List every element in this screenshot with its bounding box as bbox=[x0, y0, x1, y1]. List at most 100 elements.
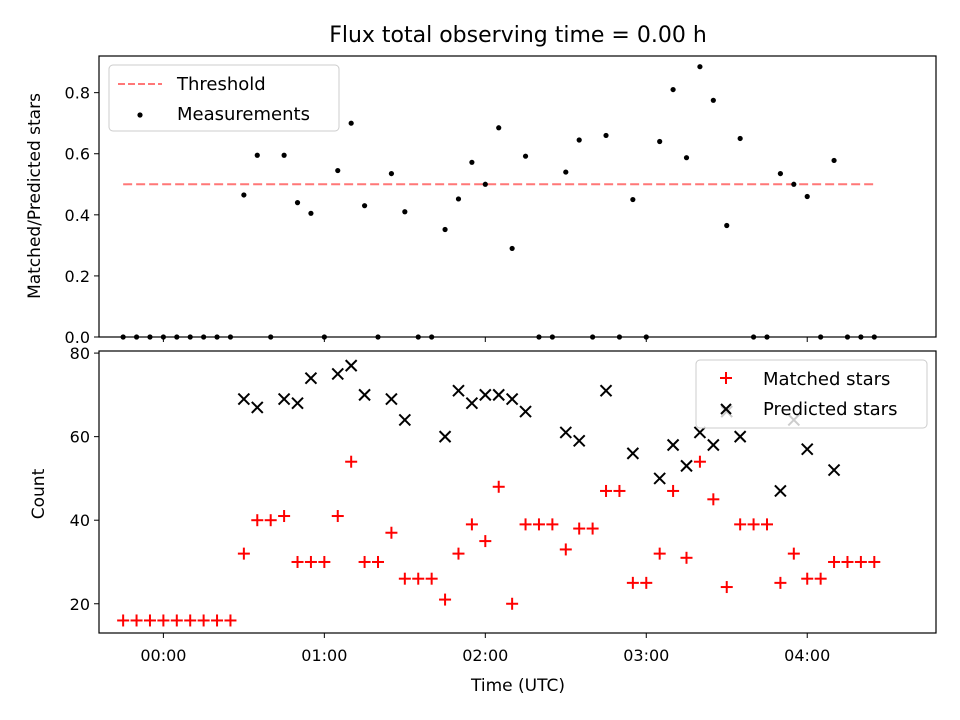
matched-star-point bbox=[667, 484, 680, 497]
measurement-point bbox=[657, 138, 663, 145]
matched-star-point bbox=[600, 484, 613, 497]
count-y-tick-label: 60 bbox=[70, 428, 90, 447]
matched-star-point bbox=[814, 572, 827, 585]
matched-legend-label: Matched stars bbox=[763, 369, 890, 390]
predicted-star-point bbox=[666, 438, 680, 452]
predicted-star-point bbox=[465, 397, 479, 410]
matched-star-point bbox=[519, 518, 532, 531]
measurement-point bbox=[509, 245, 515, 252]
measurement-point bbox=[455, 196, 462, 202]
matched-star-point bbox=[613, 484, 626, 497]
matched-star-point bbox=[439, 593, 452, 606]
predicted-star-point bbox=[251, 401, 264, 414]
predicted-star-point bbox=[237, 392, 251, 406]
matched-star-point bbox=[184, 614, 197, 627]
measurement-point bbox=[281, 152, 287, 158]
ratio-legend: Threshold Measurements bbox=[108, 64, 340, 132]
predicted-star-point bbox=[291, 397, 304, 410]
count-panel: 20 40 60 80 00:00 01:00 02:00 03:00 04:00 Count… bbox=[29, 344, 937, 696]
matched-star-point bbox=[372, 555, 384, 568]
measurement-point bbox=[375, 334, 381, 340]
x-axis-label: Time (UTC) bbox=[470, 676, 565, 696]
matched-star-point bbox=[747, 518, 760, 531]
chart-title: Flux total observing time = 0.00 h bbox=[329, 23, 707, 48]
matched-star-point bbox=[264, 514, 277, 527]
measurement-point bbox=[724, 222, 730, 229]
measurement-point bbox=[549, 334, 555, 340]
measurement-point bbox=[804, 193, 810, 200]
matched-star-point bbox=[693, 455, 706, 468]
ratio-panel: 0.00.20.40.60.8 Matched/Predicted stars … bbox=[25, 55, 937, 347]
matched-star-point bbox=[626, 576, 639, 589]
matched-star-point bbox=[358, 555, 371, 568]
measurements-legend-label: Measurements bbox=[177, 104, 310, 125]
count-x-tick-label: 03:00 bbox=[623, 646, 669, 665]
matched-star-point bbox=[801, 572, 814, 585]
matched-star-point bbox=[868, 555, 881, 568]
measurement-point bbox=[268, 334, 274, 340]
matched-star-point bbox=[506, 597, 519, 610]
matched-star-point bbox=[452, 547, 465, 560]
predicted-star-point bbox=[653, 472, 666, 485]
count-x-tick-label: 00:00 bbox=[140, 646, 186, 665]
measurement-point bbox=[576, 137, 582, 143]
ratio-y-tick-label: 0.6 bbox=[65, 145, 90, 164]
predicted-star-point bbox=[707, 438, 720, 452]
measurement-point bbox=[522, 153, 529, 159]
measurement-point bbox=[174, 334, 180, 340]
predicted-star-point bbox=[774, 484, 787, 498]
count-x-tick-label: 04:00 bbox=[784, 646, 830, 665]
matched-star-point bbox=[304, 555, 317, 568]
measurement-point bbox=[750, 334, 757, 340]
matched-star-point bbox=[720, 581, 733, 594]
measurement-point bbox=[402, 209, 408, 215]
matched-star-point bbox=[573, 522, 586, 535]
matched-star-point bbox=[707, 493, 720, 506]
predicted-star-point bbox=[572, 434, 586, 448]
matched-star-point bbox=[680, 551, 693, 564]
predicted-star-point bbox=[438, 430, 452, 443]
matched-star-point bbox=[760, 518, 773, 531]
predicted-star-point bbox=[358, 388, 371, 402]
measurement-point bbox=[442, 226, 448, 233]
predicted-star-point bbox=[277, 392, 291, 406]
measurement-point bbox=[415, 334, 421, 340]
measurement-point bbox=[630, 196, 636, 203]
predicted-star-point bbox=[733, 430, 747, 443]
ratio-y-label: Matched/Predicted stars bbox=[25, 93, 45, 299]
measurement-point bbox=[764, 334, 770, 340]
count-y-tick-label: 40 bbox=[70, 511, 90, 530]
measurement-point bbox=[603, 132, 609, 139]
measurement-point bbox=[791, 181, 797, 187]
measurement-point bbox=[563, 169, 569, 175]
predicted-star-point bbox=[505, 392, 519, 406]
measurement-point bbox=[429, 334, 435, 340]
measurement-point bbox=[227, 334, 234, 340]
matched-star-point bbox=[291, 555, 304, 568]
measurement-point bbox=[871, 334, 877, 340]
measurement-point bbox=[831, 157, 837, 164]
measurement-point bbox=[214, 334, 220, 340]
ratio-x-ticks bbox=[162, 337, 808, 342]
matched-star-point bbox=[774, 576, 787, 589]
measurement-point bbox=[616, 334, 623, 340]
matched-star-point bbox=[143, 614, 156, 627]
matched-star-point bbox=[398, 572, 411, 585]
matched-star-point bbox=[546, 518, 559, 531]
measurement-point bbox=[147, 334, 153, 340]
measurement-point bbox=[335, 167, 341, 174]
predicted-star-point bbox=[599, 384, 613, 397]
matched-star-point bbox=[211, 614, 224, 627]
threshold-legend-label: Threshold bbox=[176, 74, 266, 95]
measurement-point bbox=[858, 334, 864, 340]
matched-star-point bbox=[586, 522, 599, 535]
measurement-point bbox=[241, 192, 247, 198]
ratio-y-tick-label: 0.0 bbox=[65, 328, 90, 347]
predicted-star-point bbox=[492, 388, 505, 402]
measurement-point bbox=[348, 120, 354, 126]
measurement-point bbox=[120, 334, 126, 340]
measurement-point bbox=[201, 334, 207, 340]
measurement-point bbox=[388, 170, 395, 177]
ratio-plot-frame bbox=[98, 55, 937, 338]
